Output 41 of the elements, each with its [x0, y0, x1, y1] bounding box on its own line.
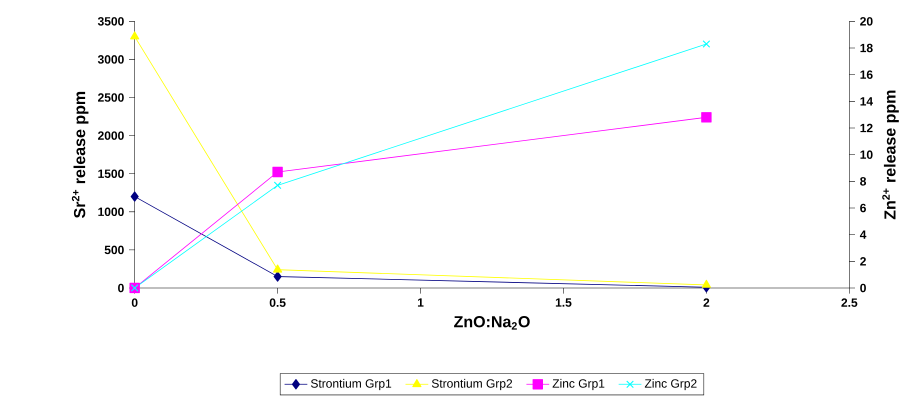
y-tick-label: 3000 [98, 55, 124, 64]
point [702, 40, 710, 48]
y2-tick-label: 18 [860, 44, 873, 52]
y-axis-title: Sr$^{2+}$ release ppm [72, 92, 88, 218]
y-tick-label: 3500 [98, 17, 124, 26]
point [701, 112, 712, 123]
legend-label: Zinc Grp2 [644, 378, 697, 390]
y2-tick-label: 12 [860, 124, 873, 132]
point [274, 181, 282, 190]
y2-axis-title: Zn$^{2+}$ release ppm [882, 90, 899, 220]
y2-tick-label: 16 [860, 70, 873, 79]
point [130, 191, 139, 202]
x-axis-title: ZnO:Na$_{2}$O [454, 316, 530, 330]
y2-tick-label: 6 [860, 204, 866, 212]
x-tick-label: 1 [418, 298, 424, 307]
point [272, 166, 283, 178]
y-tick-label: 1500 [98, 169, 124, 178]
point [130, 31, 140, 40]
point [702, 280, 711, 288]
point [273, 264, 282, 273]
legend-label: Zinc Grp1 [552, 378, 604, 390]
y2-tick-label: 8 [860, 177, 866, 186]
y2-tick-label: 14 [860, 97, 874, 106]
x-tick-label: 2.5 [841, 298, 858, 307]
y2-tick-label: 20 [860, 17, 873, 26]
y2-tick-label: 2 [860, 257, 866, 266]
point [274, 271, 282, 282]
x-tick-label: 2 [703, 298, 710, 307]
legend-label: Strontium Grp1 [310, 378, 392, 390]
y-tick-label: 500 [104, 246, 124, 254]
y2-tick-label: 10 [860, 150, 873, 159]
x-tick-label: 1.5 [556, 298, 572, 307]
legend-label: Strontium Grp2 [432, 378, 512, 390]
y-tick-label: 0 [118, 284, 124, 292]
y2-tick-label: 0 [860, 284, 866, 292]
y-tick-label: 2500 [98, 93, 124, 102]
x-tick-label: 0.5 [270, 298, 286, 307]
y-tick-label: 2000 [98, 131, 124, 140]
y2-tick-label: 4 [860, 230, 866, 239]
x-tick-label: 0 [132, 298, 138, 307]
y-tick-label: 1000 [98, 208, 124, 216]
